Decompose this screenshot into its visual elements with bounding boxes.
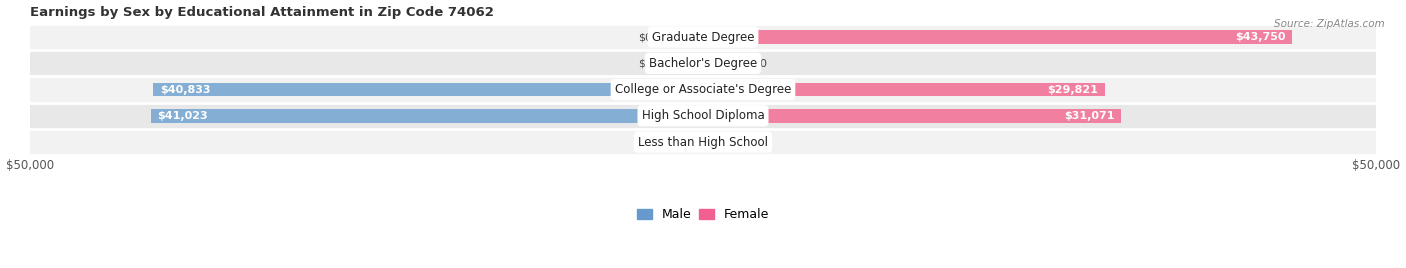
- Text: $29,821: $29,821: [1047, 84, 1098, 95]
- Text: $31,071: $31,071: [1064, 111, 1115, 121]
- Text: College or Associate's Degree: College or Associate's Degree: [614, 83, 792, 96]
- Text: Less than High School: Less than High School: [638, 136, 768, 148]
- Bar: [655, 30, 703, 44]
- Bar: [703, 135, 751, 149]
- Text: $0: $0: [638, 58, 652, 68]
- Text: $0: $0: [638, 137, 652, 147]
- Bar: [703, 109, 1122, 123]
- Legend: Male, Female: Male, Female: [637, 208, 769, 221]
- Text: $41,023: $41,023: [157, 111, 208, 121]
- Text: High School Diploma: High School Diploma: [641, 109, 765, 122]
- Text: $0: $0: [638, 32, 652, 42]
- FancyBboxPatch shape: [30, 24, 1376, 50]
- Bar: [703, 57, 751, 70]
- Bar: [703, 83, 1105, 96]
- Bar: [150, 109, 703, 123]
- Text: Source: ZipAtlas.com: Source: ZipAtlas.com: [1274, 19, 1385, 29]
- Text: $0: $0: [754, 137, 768, 147]
- Bar: [703, 30, 1292, 44]
- Text: $43,750: $43,750: [1234, 32, 1285, 42]
- Text: Bachelor's Degree: Bachelor's Degree: [650, 57, 756, 70]
- Bar: [655, 135, 703, 149]
- Bar: [655, 57, 703, 70]
- FancyBboxPatch shape: [30, 103, 1376, 129]
- Text: $40,833: $40,833: [160, 84, 211, 95]
- Text: $0: $0: [754, 58, 768, 68]
- FancyBboxPatch shape: [30, 50, 1376, 76]
- Bar: [153, 83, 703, 96]
- FancyBboxPatch shape: [30, 76, 1376, 103]
- FancyBboxPatch shape: [30, 129, 1376, 155]
- Text: Earnings by Sex by Educational Attainment in Zip Code 74062: Earnings by Sex by Educational Attainmen…: [30, 6, 494, 18]
- Text: Graduate Degree: Graduate Degree: [652, 31, 754, 43]
